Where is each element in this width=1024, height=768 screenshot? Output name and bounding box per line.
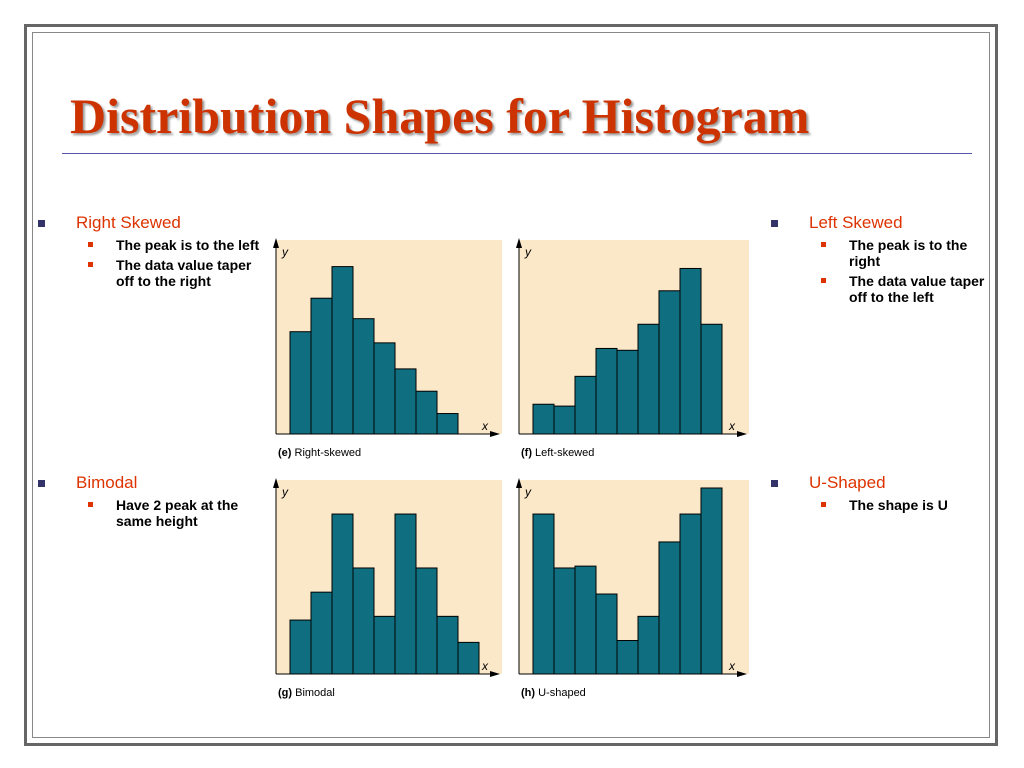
histogram-bar bbox=[574, 565, 597, 675]
histogram-bar bbox=[394, 513, 417, 675]
chart-caption-letter: (f) bbox=[521, 447, 532, 459]
histogram-bar bbox=[289, 619, 312, 675]
y-axis-arrow bbox=[516, 238, 522, 248]
main-bullet-right-skewed: Right Skewed bbox=[38, 213, 270, 233]
y-axis-arrow bbox=[273, 238, 279, 248]
histogram-bar bbox=[415, 390, 438, 435]
chart-caption-text: Right-skewed bbox=[291, 447, 361, 459]
histogram-bar bbox=[310, 297, 333, 435]
y-axis-arrow bbox=[516, 478, 522, 488]
sub-bullet: The peak is to the left bbox=[76, 237, 270, 253]
histogram-bimodal: y x (g) Bimodal bbox=[268, 474, 504, 706]
main-bullet-left-skewed: Left Skewed bbox=[771, 213, 993, 233]
chart-caption-letter: (g) bbox=[278, 687, 292, 699]
sub-list-bimodal: Have 2 peak at the same height bbox=[38, 497, 270, 529]
x-axis-label: x bbox=[728, 419, 736, 433]
x-axis-label: x bbox=[728, 659, 736, 673]
y-axis-label: y bbox=[281, 485, 289, 499]
chart-caption-text: Bimodal bbox=[292, 687, 335, 699]
histogram-bar bbox=[637, 615, 660, 675]
histogram-bar bbox=[700, 323, 723, 435]
histogram-svg-u-shaped: y x (h) U-shaped bbox=[516, 478, 749, 699]
histogram-right-skewed: y x (e) Right-skewed bbox=[268, 234, 504, 466]
histogram-bar bbox=[679, 513, 702, 675]
histogram-svg-bimodal: y x (g) Bimodal bbox=[273, 478, 502, 699]
chart-caption: (g) Bimodal bbox=[278, 687, 335, 699]
sub-bullet: The peak is to the right bbox=[809, 237, 993, 269]
histogram-bar bbox=[436, 615, 459, 675]
x-axis-arrow bbox=[490, 431, 500, 437]
histogram-bar bbox=[532, 403, 555, 435]
histogram-bar bbox=[658, 290, 681, 435]
chart-caption: (h) U-shaped bbox=[521, 687, 586, 699]
y-axis-label: y bbox=[524, 245, 532, 259]
histogram-svg-left-skewed: y x (f) Left-skewed bbox=[516, 238, 749, 459]
histogram-bar bbox=[373, 615, 396, 675]
histogram-bar bbox=[595, 347, 618, 435]
sub-bullet: The shape is U bbox=[809, 497, 993, 513]
chart-caption-text: Left-skewed bbox=[532, 447, 594, 459]
x-axis-arrow bbox=[490, 671, 500, 677]
chart-caption-letter: (h) bbox=[521, 687, 535, 699]
histogram-bar bbox=[595, 593, 618, 675]
histogram-bar bbox=[658, 541, 681, 675]
chart-caption-letter: (e) bbox=[278, 447, 292, 459]
x-axis-label: x bbox=[481, 419, 489, 433]
slide-title: Distribution Shapes for Histogram bbox=[70, 88, 810, 144]
chart-caption-text: U-shaped bbox=[535, 687, 586, 699]
sub-bullet: The data value taper off to the right bbox=[76, 257, 270, 289]
histogram-bar bbox=[616, 349, 639, 435]
sub-list-u-shaped: The shape is U bbox=[771, 497, 993, 513]
y-axis-label: y bbox=[524, 485, 532, 499]
histogram-bar bbox=[553, 567, 576, 675]
bullet-block-right-skewed: Right Skewed The peak is to the left The… bbox=[38, 213, 270, 293]
slide-outer-frame bbox=[24, 24, 998, 746]
bullet-block-left-skewed: Left Skewed The peak is to the right The… bbox=[771, 213, 993, 309]
histogram-bar bbox=[352, 567, 375, 675]
main-bullet-u-shaped: U-Shaped bbox=[771, 473, 993, 493]
sub-bullet: Have 2 peak at the same height bbox=[76, 497, 270, 529]
chart-caption: (e) Right-skewed bbox=[278, 447, 361, 459]
histogram-bar bbox=[331, 513, 354, 675]
y-axis-arrow bbox=[273, 478, 279, 488]
sub-list-left-skewed: The peak is to the right The data value … bbox=[771, 237, 993, 305]
histogram-bar bbox=[553, 405, 576, 435]
x-axis-label: x bbox=[481, 659, 489, 673]
title-divider bbox=[62, 153, 972, 154]
histogram-bar bbox=[436, 413, 459, 435]
histogram-bar bbox=[289, 331, 312, 435]
y-axis-label: y bbox=[281, 245, 289, 259]
slide-inner-frame bbox=[32, 32, 990, 738]
histogram-bar bbox=[331, 266, 354, 435]
histogram-bar bbox=[394, 368, 417, 435]
histogram-bar bbox=[637, 323, 660, 435]
histogram-bar bbox=[679, 267, 702, 435]
histogram-svg-right-skewed: y x (e) Right-skewed bbox=[273, 238, 502, 459]
histogram-bar bbox=[574, 375, 597, 435]
chart-caption: (f) Left-skewed bbox=[521, 447, 594, 459]
histogram-left-skewed: y x (f) Left-skewed bbox=[511, 234, 751, 466]
sub-list-right-skewed: The peak is to the left The data value t… bbox=[38, 237, 270, 289]
histogram-bar bbox=[457, 641, 480, 675]
main-bullet-bimodal: Bimodal bbox=[38, 473, 270, 493]
x-axis-arrow bbox=[737, 431, 747, 437]
histogram-bar bbox=[415, 567, 438, 675]
sub-bullet: The data value taper off to the left bbox=[809, 273, 993, 305]
histogram-bar bbox=[352, 318, 375, 435]
x-axis-arrow bbox=[737, 671, 747, 677]
histogram-bar bbox=[700, 487, 723, 675]
bullet-block-u-shaped: U-Shaped The shape is U bbox=[771, 473, 993, 517]
histogram-u-shaped: y x (h) U-shaped bbox=[511, 474, 751, 706]
histogram-bar bbox=[616, 640, 639, 675]
bullet-block-bimodal: Bimodal Have 2 peak at the same height bbox=[38, 473, 270, 533]
histogram-bar bbox=[310, 591, 333, 675]
histogram-bar bbox=[532, 513, 555, 675]
histogram-bar bbox=[373, 342, 396, 435]
